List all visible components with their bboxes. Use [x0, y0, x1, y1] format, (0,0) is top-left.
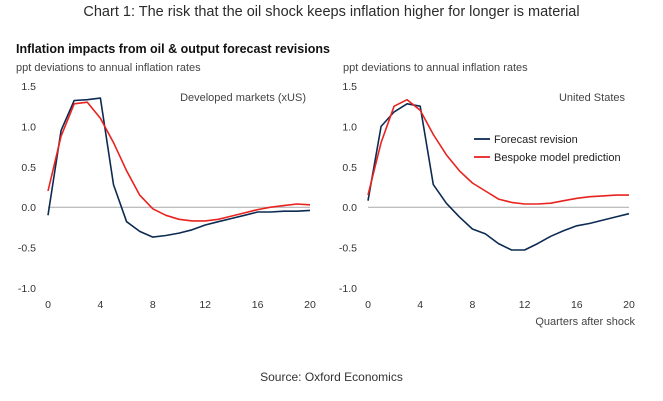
x-tick-label: 12 [199, 299, 211, 311]
panel-label: Developed markets (xUS) [180, 92, 306, 104]
x-tick-label: 8 [469, 299, 475, 311]
x-tick-label: 0 [365, 299, 371, 311]
y-tick-label: -0.5 [339, 243, 357, 255]
series-line-bespoke-model [367, 98, 629, 205]
series-line-bespoke-model [47, 101, 311, 222]
y-tick-label: -1.0 [339, 283, 357, 295]
x-axis-label: Quarters after shock [535, 316, 635, 328]
x-tick-label: 8 [150, 299, 156, 311]
y-tick-label: -1.0 [18, 283, 36, 295]
x-tick-label: 20 [304, 299, 316, 311]
y-tick-label: 0.0 [21, 202, 36, 214]
chart-subtitle: Inflation impacts from oil & output fore… [16, 42, 330, 56]
chart-panel-1: ppt deviations to annual inflation rates… [16, 62, 316, 311]
y-tick-label: 0.5 [21, 162, 36, 174]
y-tick-label: 1.0 [21, 121, 36, 133]
y-tick-label: 1.0 [342, 121, 357, 133]
x-tick-label: 20 [623, 299, 635, 311]
y-axis-label: ppt deviations to annual inflation rates [16, 62, 201, 74]
y-tick-label: -0.5 [18, 243, 36, 255]
panel-label: United States [559, 92, 626, 104]
y-tick-label: 1.5 [342, 81, 357, 93]
legend-label: Forecast revision [494, 134, 578, 146]
x-tick-label: 12 [519, 299, 531, 311]
x-tick-label: 16 [252, 299, 264, 311]
chart-panel-2: ppt deviations to annual inflation rates… [339, 62, 636, 328]
x-tick-label: 0 [45, 299, 51, 311]
chart-main-title: Chart 1: The risk that the oil shock kee… [83, 4, 580, 20]
series-line-forecast-revision [47, 97, 311, 238]
x-tick-label: 16 [571, 299, 583, 311]
y-tick-label: 1.5 [21, 81, 36, 93]
y-tick-label: 0.0 [342, 202, 357, 214]
y-tick-label: 0.5 [342, 162, 357, 174]
series-line-forecast-revision [367, 103, 630, 251]
legend-label: Bespoke model prediction [494, 152, 621, 164]
x-tick-label: 4 [417, 299, 423, 311]
source-note: Source: Oxford Economics [260, 370, 403, 384]
x-tick-label: 4 [97, 299, 103, 311]
y-axis-label: ppt deviations to annual inflation rates [343, 62, 528, 74]
